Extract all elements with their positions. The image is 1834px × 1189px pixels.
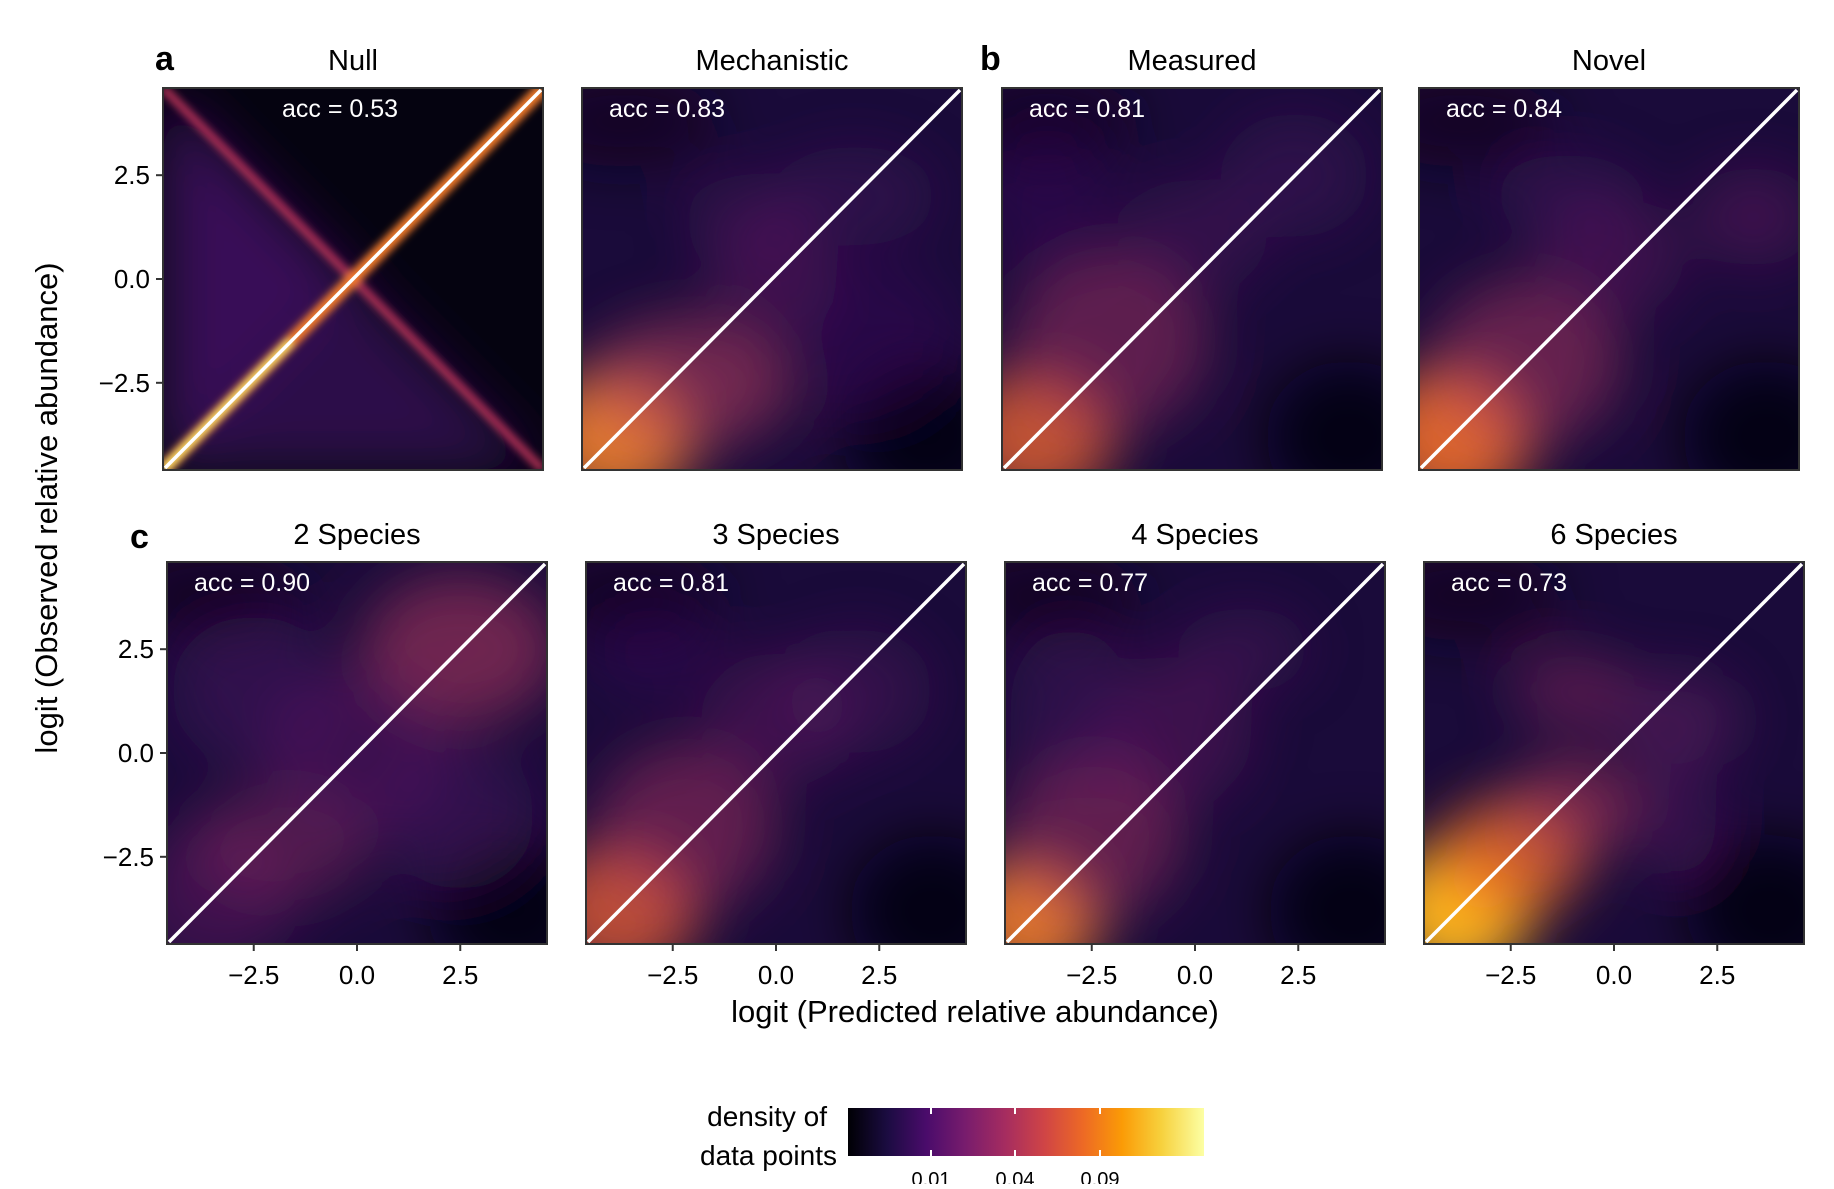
panel-title: Novel (1572, 45, 1646, 77)
panel-6: 3 Species acc = 0.81 −2.5 0.0 2.5 (585, 519, 967, 990)
accuracy-annotation: acc = 0.77 (1032, 569, 1148, 597)
panel-1: Null acc = 0.53 −2.5 0.0 2.5 (99, 45, 544, 471)
panel-title: Mechanistic (695, 45, 848, 77)
accuracy-annotation: acc = 0.53 (282, 95, 398, 123)
colorbar-tick-label: 0.01 (912, 1169, 951, 1184)
panel-letter-a: a (155, 40, 175, 78)
heatmap-density (586, 562, 966, 944)
x-tick-label: 2.5 (1699, 960, 1735, 990)
x-tick-label: 0.0 (1177, 960, 1213, 990)
panel-title: 3 Species (712, 519, 839, 551)
panel-letter-b: b (980, 40, 1001, 78)
panel-title: 6 Species (1550, 519, 1677, 551)
x-tick-label: 2.5 (442, 960, 478, 990)
panel-title: Measured (1128, 45, 1257, 77)
y-tick-label: −2.5 (103, 842, 154, 872)
panel-frame (1001, 87, 1383, 471)
panel-frame (1418, 87, 1800, 471)
identity-line (1005, 562, 1385, 944)
panel-2: Mechanistic acc = 0.83 (581, 45, 963, 471)
colorbar-title-line2: data points (700, 1140, 837, 1171)
colorbar: density of data points 0.01 0.04 0.09 (700, 1101, 1204, 1189)
identity-line (163, 88, 543, 470)
panel-7: 4 Species acc = 0.77 −2.5 0.0 2.5 (1004, 519, 1386, 990)
identity-line (1419, 88, 1799, 470)
identity-line (167, 562, 547, 944)
accuracy-annotation: acc = 0.81 (613, 569, 729, 597)
y-axis-label: logit (Observed relative abundance) (29, 262, 64, 753)
colorbar-gradient (848, 1108, 1204, 1156)
panel-letter-c: c (130, 518, 149, 556)
panel-5: 2 Species acc = 0.90 −2.5 0.0 2.5 −2.5 0.0 2.5 (103, 519, 548, 990)
identity-line (582, 88, 962, 470)
panel-8: 6 Species acc = 0.73 −2.5 0.0 2.5 (1423, 519, 1805, 990)
accuracy-annotation: acc = 0.83 (609, 95, 725, 123)
panel-title: Null (328, 45, 378, 77)
x-tick-label: −2.5 (228, 960, 279, 990)
panel-title: 4 Species (1131, 519, 1258, 551)
x-tick-label: 2.5 (861, 960, 897, 990)
heatmap-density (1002, 88, 1382, 470)
identity-line (586, 562, 966, 944)
colorbar-title-line1: density of (707, 1101, 827, 1132)
x-tick-label: 2.5 (1280, 960, 1316, 990)
x-tick-label: −2.5 (1066, 960, 1117, 990)
accuracy-annotation: acc = 0.84 (1446, 95, 1562, 123)
accuracy-annotation: acc = 0.81 (1029, 95, 1145, 123)
y-tick-label: 2.5 (114, 160, 150, 190)
heatmap-density (582, 88, 962, 470)
heatmap-density (167, 562, 547, 944)
heatmap-density (1419, 88, 1799, 470)
colorbar-tick-label: 0.04 (996, 1169, 1035, 1184)
y-tick-label: 2.5 (118, 634, 154, 664)
x-tick-label: −2.5 (1485, 960, 1536, 990)
panel-3: Measured acc = 0.81 (1001, 45, 1383, 471)
x-tick-label: −2.5 (647, 960, 698, 990)
panel-title: 2 Species (293, 519, 420, 551)
identity-line (1002, 88, 1382, 470)
panel-4: Novel acc = 0.84 (1418, 45, 1800, 471)
y-tick-label: 0.0 (118, 738, 154, 768)
panel-frame (581, 87, 963, 471)
x-tick-label: 0.0 (1596, 960, 1632, 990)
panels: Null acc = 0.53 −2.5 0.0 2.5 Mechanistic acc =… (99, 45, 1805, 990)
colorbar-tick-label: 0.09 (1081, 1169, 1120, 1184)
y-tick-label: 0.0 (114, 264, 150, 294)
accuracy-annotation: acc = 0.90 (194, 569, 310, 597)
y-tick-label: −2.5 (99, 368, 150, 398)
identity-line (1424, 562, 1804, 944)
x-axis-label: logit (Predicted relative abundance) (731, 994, 1219, 1029)
x-tick-label: 0.0 (339, 960, 375, 990)
accuracy-annotation: acc = 0.73 (1451, 569, 1567, 597)
x-tick-label: 0.0 (758, 960, 794, 990)
heatmap-density (1424, 562, 1804, 944)
